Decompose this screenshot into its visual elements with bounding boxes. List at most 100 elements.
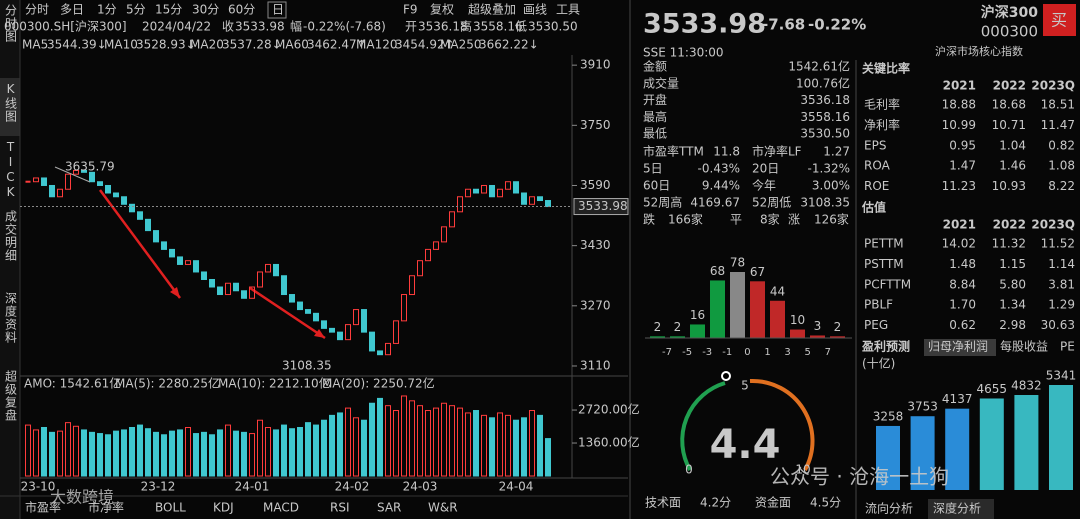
volume-bar — [169, 430, 175, 477]
index-name: 沪深300 — [981, 4, 1038, 21]
cell: 8.84 — [949, 277, 976, 291]
period-tab[interactable]: 60分 — [228, 3, 255, 17]
panel-tab[interactable]: 流向分析 — [865, 501, 913, 516]
menu-item[interactable]: 工具 — [556, 3, 580, 17]
period-tab[interactable]: 分时 — [25, 3, 49, 17]
volume-bar — [401, 395, 407, 477]
candle — [377, 350, 383, 356]
sidebar-tab[interactable]: 成交明细 — [4, 210, 18, 262]
candle — [265, 263, 271, 273]
label: 高 — [460, 19, 472, 34]
candle — [153, 230, 159, 243]
ma-value: 3537.28↓ — [222, 38, 282, 52]
indicator-tab[interactable]: SAR — [377, 501, 401, 515]
quote-value: 9.44% — [702, 179, 740, 193]
volume-bar — [345, 407, 351, 477]
indicator-tab[interactable]: BOLL — [155, 501, 186, 515]
sidebar-tab[interactable]: 超级复盘 — [4, 369, 18, 422]
period-tab[interactable]: 日 — [272, 3, 284, 17]
volume-bar — [513, 419, 519, 477]
change: -7.68 — [762, 16, 805, 34]
menu-item[interactable]: 复权 — [430, 3, 454, 17]
scale-label: 1 — [764, 347, 770, 358]
candle — [225, 282, 231, 296]
candle — [249, 286, 255, 299]
candle — [121, 196, 127, 205]
ma-name: MA5 — [22, 38, 48, 52]
y-tick-label: 2720.00亿 — [578, 402, 640, 417]
candle — [401, 294, 407, 322]
ma-value: 3544.39↓ — [47, 38, 107, 52]
scale-label: 3 — [784, 347, 790, 358]
candle — [465, 188, 471, 198]
sidebar-tab[interactable]: 深度资料 — [4, 292, 18, 344]
quote-value: -1.32% — [808, 162, 850, 176]
candle — [521, 192, 527, 205]
change-pct: -0.22% — [808, 16, 866, 34]
volume-bar — [137, 424, 143, 477]
candle — [353, 309, 359, 326]
candle — [345, 324, 351, 341]
volume-bar — [377, 397, 383, 477]
period-tab[interactable]: 15分 — [155, 3, 182, 17]
sidebar-tab[interactable]: 分时图 — [4, 4, 18, 43]
volume-bar — [305, 422, 311, 477]
candle — [241, 290, 247, 299]
indicator-tab[interactable]: 市盈率 — [25, 500, 61, 515]
distribution-label: 16 — [690, 308, 705, 322]
buy-button[interactable] — [1043, 4, 1076, 36]
volume-bar — [321, 419, 327, 477]
sidebar-tab[interactable]: K线图 — [4, 82, 18, 123]
indicator-tab[interactable]: 市净率 — [88, 500, 124, 515]
annotation-line — [54, 166, 91, 183]
indicator-tab[interactable]: W&R — [428, 501, 458, 515]
menu-item[interactable]: 超级叠加 — [468, 2, 516, 17]
forecast-tab[interactable]: 每股收益 — [1000, 339, 1048, 354]
volume-bar — [545, 438, 551, 477]
candle — [41, 177, 47, 186]
period-tab[interactable]: 5分 — [126, 3, 146, 17]
volume-bar — [201, 431, 207, 477]
cell: 1.04 — [999, 138, 1026, 152]
volume-bar — [49, 431, 55, 477]
row-label: 净利率 — [864, 117, 900, 132]
label: 60日 — [643, 179, 670, 193]
x-tick-label: 24-01 — [235, 480, 270, 494]
forecast-tab[interactable]: PE — [1060, 340, 1075, 354]
period-tab[interactable]: 1分 — [97, 3, 117, 17]
cell: 1.08 — [1048, 159, 1075, 173]
forecast-label: 3258 — [873, 409, 904, 423]
volume-bar — [353, 417, 359, 477]
cell: 14.02 — [942, 237, 976, 251]
volume-bar — [441, 402, 447, 477]
volume-bar — [289, 428, 295, 477]
menu-item[interactable]: 画线 — [523, 3, 547, 17]
period-tab[interactable]: 多日 — [60, 3, 84, 17]
period-tab[interactable]: 30分 — [192, 3, 219, 17]
indicator-tab[interactable]: RSI — [330, 501, 350, 515]
last-price: 3533.98 — [643, 9, 766, 40]
sidebar-tab[interactable]: TICK — [4, 140, 18, 200]
panel-tab[interactable]: 深度分析 — [933, 501, 981, 516]
volume-bar — [481, 414, 487, 477]
volume-bar — [265, 426, 271, 477]
forecast-tab[interactable]: 归母净利润 — [928, 340, 988, 354]
label: 技术面 — [645, 496, 681, 510]
distribution-label: 2 — [674, 320, 682, 334]
volume-bar — [225, 424, 231, 477]
volume-bar — [41, 426, 47, 477]
quote-value: 1.27 — [823, 145, 850, 159]
y-tick-label: 3590 — [580, 178, 611, 192]
row-label: EPS — [864, 138, 886, 152]
volume-bar — [473, 410, 479, 477]
candle — [313, 312, 319, 322]
indicator-tab[interactable]: MACD — [263, 501, 299, 515]
price-tag — [573, 198, 629, 216]
indicator-tab[interactable]: KDJ — [213, 501, 234, 515]
volume-bar — [505, 414, 511, 477]
ma-name: MA60 — [275, 38, 309, 52]
cell: 11.47 — [1041, 118, 1075, 132]
volume-bar — [393, 410, 399, 477]
label: 幅 — [290, 19, 302, 34]
arrow — [249, 286, 326, 340]
